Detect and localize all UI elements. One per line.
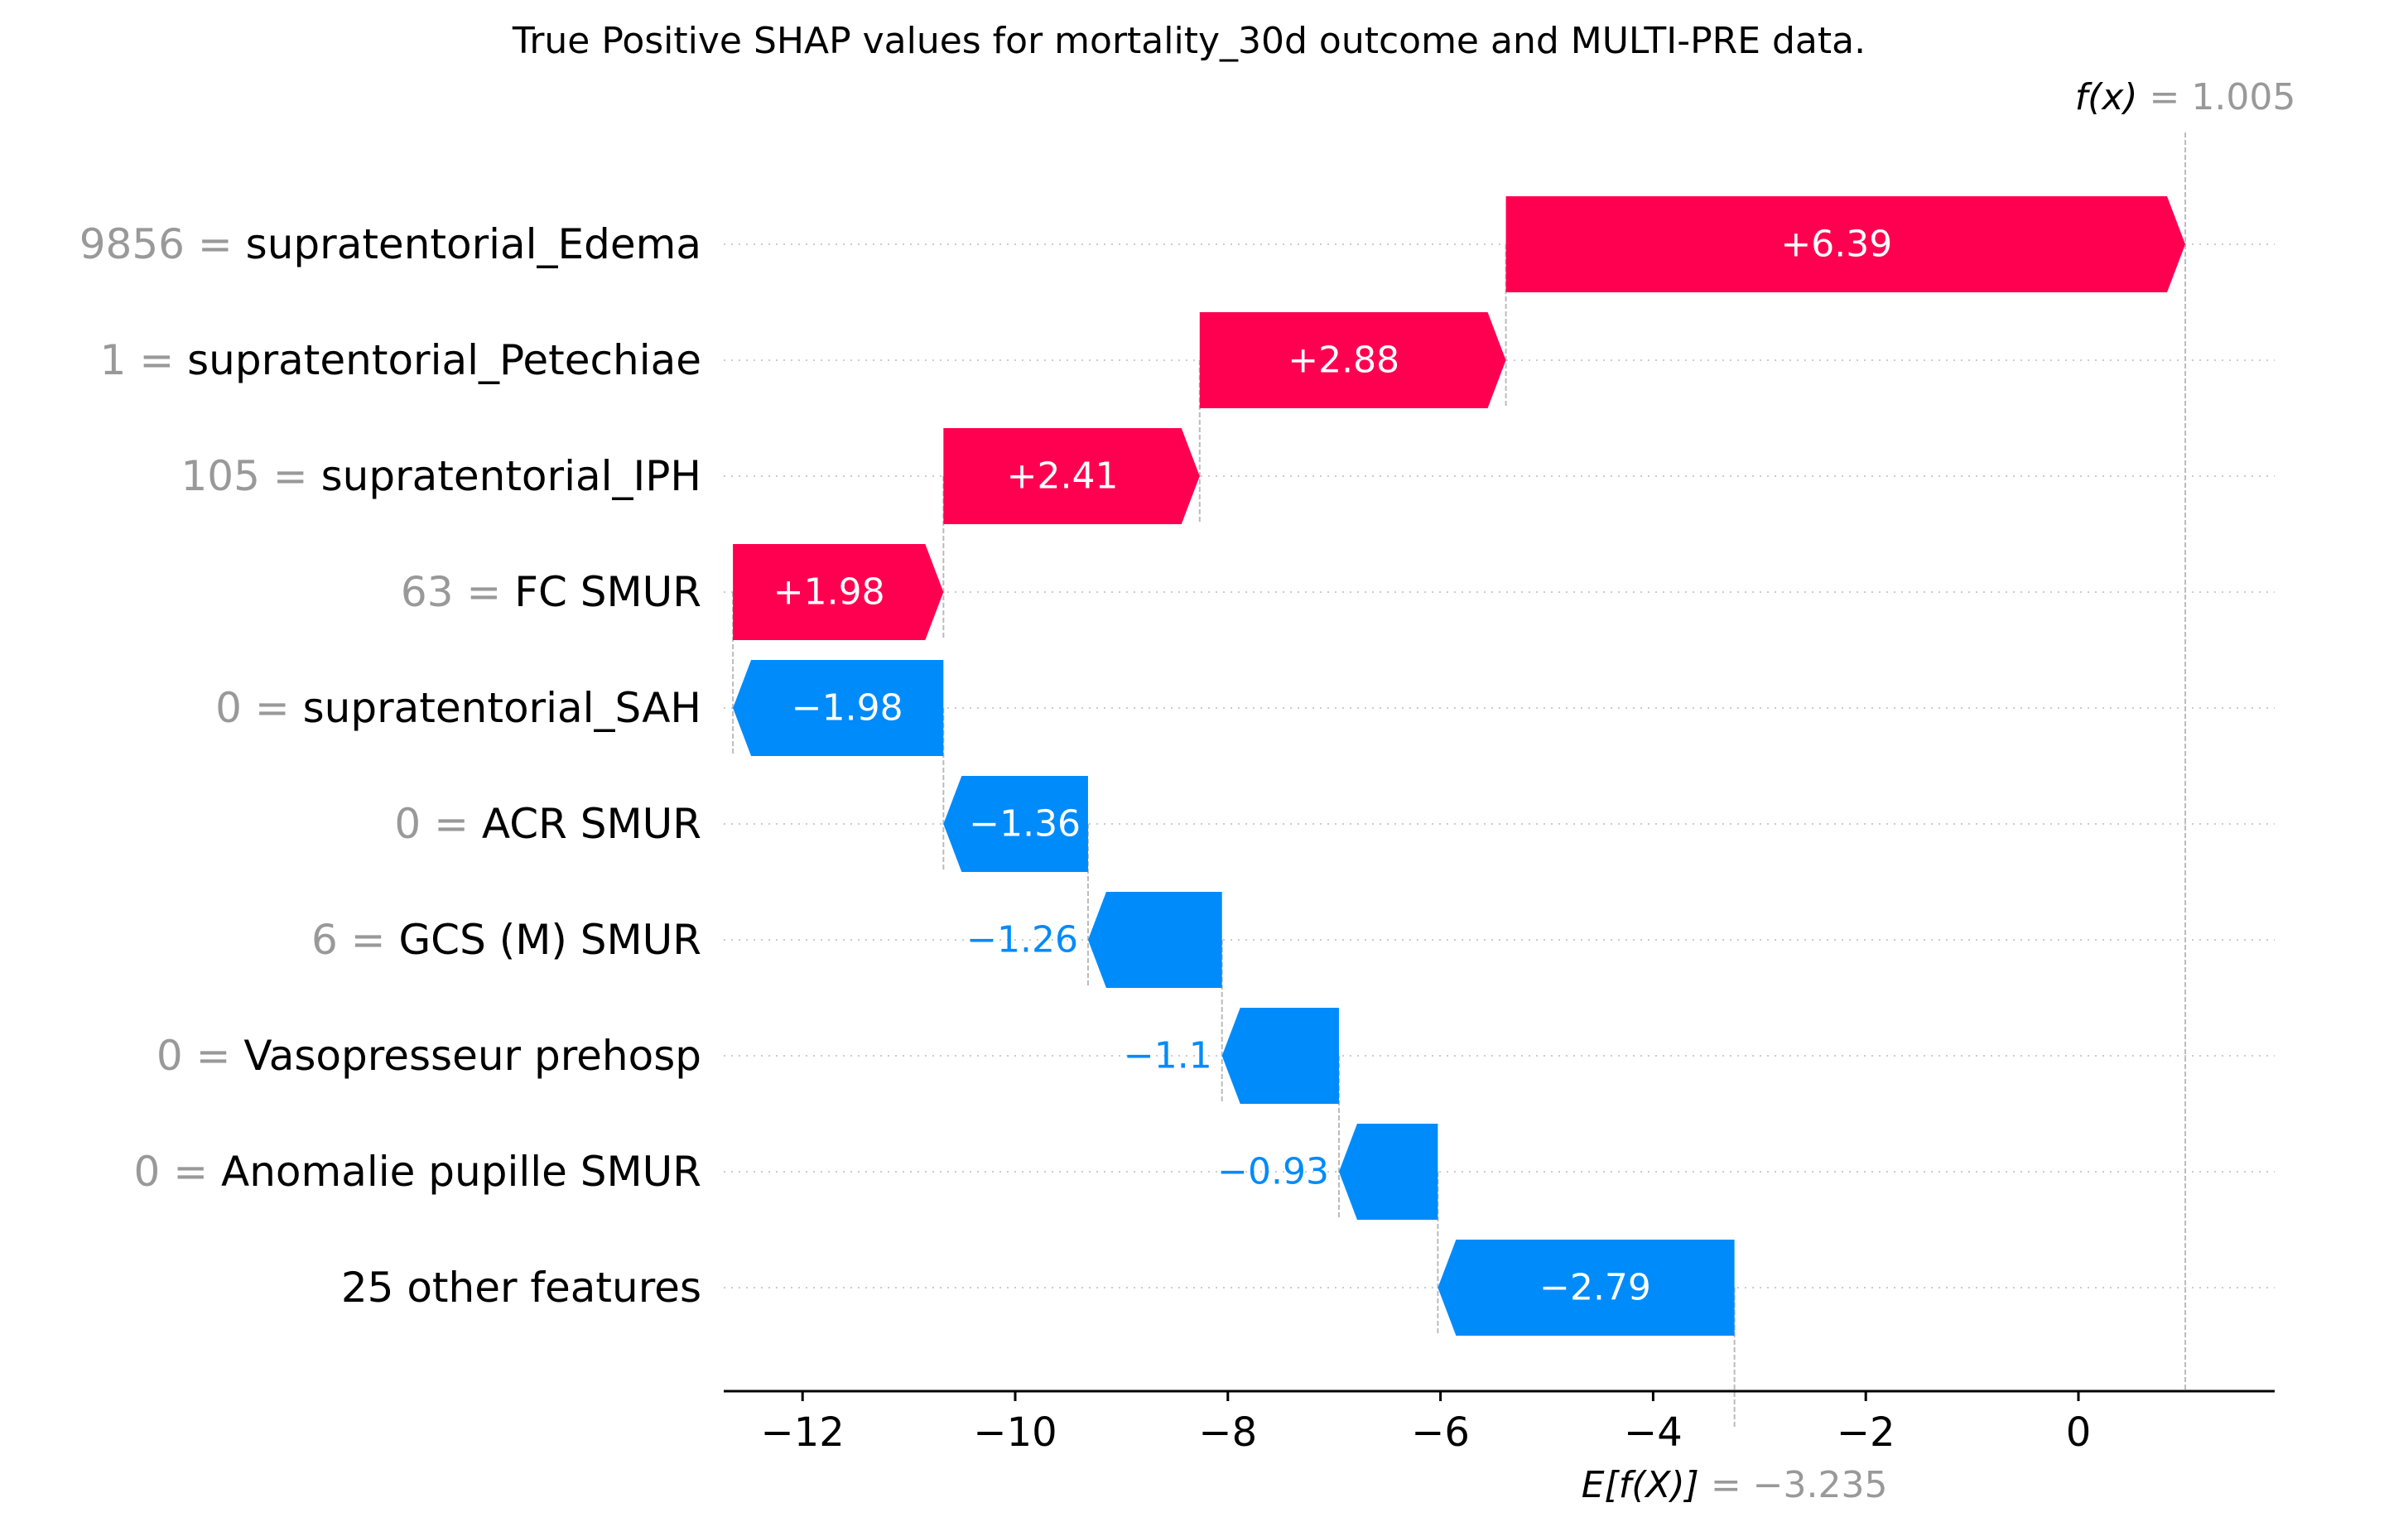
bar-value-label: +6.39: [1780, 224, 1892, 266]
negative-shap-bar: [1438, 1240, 1735, 1336]
feature-name: Vasopresseur prehosp: [243, 1032, 701, 1080]
grid-lines: [724, 243, 2275, 1288]
feature-name: supratentorial_SAH: [303, 684, 701, 732]
bar-value-label: +2.41: [1007, 455, 1119, 498]
feature-value: 1 =: [100, 336, 188, 384]
x-tick-label: −10: [973, 1409, 1057, 1456]
bar-value-label: +1.98: [773, 571, 885, 614]
feature-name: supratentorial_IPH: [321, 452, 701, 500]
feature-value: 9856 =: [79, 220, 246, 268]
negative-shap-bar: [733, 660, 944, 756]
bar-value-label: −1.1: [1124, 1035, 1212, 1077]
base-value-text: = −3.235: [1711, 1464, 1888, 1506]
feature-label: 0 = Vasopresseur prehosp: [157, 1032, 701, 1080]
bar-value-label: +2.88: [1288, 340, 1399, 382]
feature-label: 63 = FC SMUR: [401, 568, 701, 616]
final-value-text: = 1.005: [2150, 76, 2296, 118]
feature-name: 25 other features: [341, 1264, 701, 1312]
positive-shap-bar: [733, 544, 944, 640]
x-tick-label: −6: [1411, 1409, 1470, 1456]
x-tick-label: 0: [2066, 1409, 2092, 1456]
feature-labels: 9856 = supratentorial_Edema 1 = supratent…: [79, 220, 701, 1312]
positive-shap-bar: [943, 428, 1200, 524]
x-tick-label: −8: [1198, 1409, 1257, 1456]
feature-name: GCS (M) SMUR: [398, 916, 701, 964]
negative-shap-bar: [1221, 1008, 1339, 1104]
chart-title: True Positive SHAP values for mortality_…: [512, 20, 1866, 62]
negative-shap-bar: [1087, 892, 1222, 988]
feature-name: FC SMUR: [514, 568, 701, 616]
annotations: f(x) = 1.005 E[f(X)] = −3.235: [1582, 76, 2296, 1506]
feature-value: 63 =: [401, 568, 514, 616]
feature-value: 0 =: [134, 1148, 222, 1196]
bar-value-label: −0.93: [1217, 1151, 1329, 1193]
feature-value: 105 =: [181, 452, 320, 500]
feature-label: 6 = GCS (M) SMUR: [311, 916, 701, 964]
positive-shap-bar: [1199, 312, 1506, 408]
final-value-annotation: f(x) = 1.005: [2075, 76, 2296, 118]
bars: +6.39 +2.88 +2.41 +1.98 −1.98 −1.36 −1.26 −1.1 −…: [733, 196, 2186, 1336]
negative-shap-bar: [1338, 1124, 1438, 1220]
feature-label: 105 = supratentorial_IPH: [181, 452, 701, 500]
bar-value-label: −2.79: [1539, 1267, 1651, 1309]
feature-name: supratentorial_Edema: [246, 220, 701, 268]
x-tick-label: −12: [761, 1409, 845, 1456]
base-value-label: E[f(X)]: [1582, 1464, 1711, 1506]
feature-label: 9856 = supratentorial_Edema: [79, 220, 701, 268]
feature-value: 6 =: [311, 916, 399, 964]
bar-value-label: −1.98: [792, 687, 903, 730]
feature-value: 0 =: [157, 1032, 244, 1080]
bar-value-label: −1.26: [966, 919, 1078, 961]
feature-name: Anomalie pupille SMUR: [221, 1148, 701, 1196]
x-tick-label: −2: [1837, 1409, 1895, 1456]
feature-value: 0 =: [394, 800, 482, 848]
feature-label: 0 = ACR SMUR: [394, 800, 701, 848]
feature-value: 0 =: [215, 684, 303, 732]
positive-shap-bar: [1505, 196, 2186, 292]
bar-value-label: −1.36: [969, 803, 1081, 845]
final-value-label: f(x): [2075, 76, 2150, 118]
feature-label: 1 = supratentorial_Petechiae: [100, 336, 701, 384]
feature-name: supratentorial_Petechiae: [187, 336, 701, 384]
feature-label: 0 = supratentorial_SAH: [215, 684, 701, 732]
x-axis: −12 −10 −8 −6 −4 −2 0: [724, 1390, 2275, 1456]
negative-shap-bar: [943, 776, 1088, 872]
feature-name: ACR SMUR: [482, 800, 701, 848]
feature-label: 0 = Anomalie pupille SMUR: [134, 1148, 701, 1196]
base-value-annotation: E[f(X)] = −3.235: [1582, 1464, 1888, 1506]
feature-label: 25 other features: [341, 1264, 701, 1312]
x-tick-label: −4: [1624, 1409, 1683, 1456]
